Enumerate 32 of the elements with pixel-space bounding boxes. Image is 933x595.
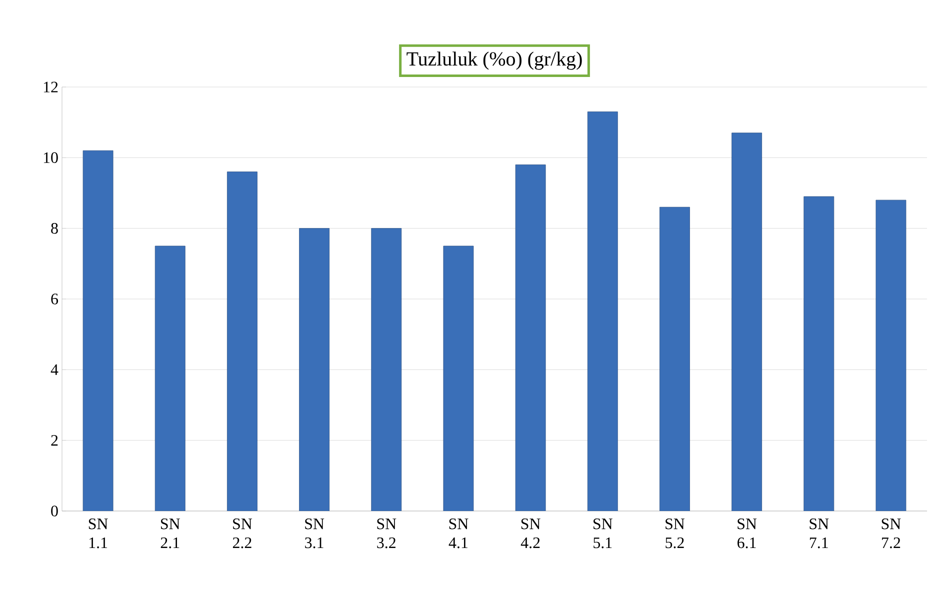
x-tick-label: SN 4.1: [448, 518, 468, 548]
x-tick-label: SN 7.2: [882, 518, 901, 548]
bar: [82, 150, 114, 511]
x-tick-label: SN 2.1: [160, 518, 180, 548]
bar: [587, 112, 618, 511]
chart-title: Tuzluluk (%o) (gr/kg): [406, 52, 582, 70]
bar: [299, 228, 330, 511]
bar: [876, 200, 906, 511]
y-tick-label: 2: [51, 435, 58, 446]
bar: [804, 196, 834, 511]
x-tick-label: SN 3.1: [305, 518, 324, 548]
x-tick-label: SN 7.1: [810, 518, 829, 548]
bar: [154, 246, 186, 511]
bar: [732, 132, 762, 511]
x-tick-label: SN 2.2: [232, 518, 252, 548]
y-tick-label: 0: [51, 506, 58, 516]
x-tick-label: SN 5.1: [594, 518, 612, 548]
x-tick-label: SN 3.2: [377, 518, 396, 548]
bar: [660, 206, 690, 511]
bar: [227, 172, 258, 511]
bar: [515, 164, 546, 511]
bar: [443, 246, 474, 511]
bar: [371, 228, 402, 511]
y-tick-label: 8: [51, 222, 58, 234]
y-tick-label: 6: [51, 294, 58, 304]
x-tick-label: SN 5.2: [666, 518, 685, 548]
x-tick-label: SN 6.1: [738, 518, 757, 548]
x-tick-label: SN 4.2: [520, 518, 540, 548]
y-tick-label: 12: [44, 82, 58, 92]
y-tick-label: 4: [50, 364, 58, 375]
y-tick-label: 10: [44, 152, 58, 164]
x-tick-label: SN 1.1: [88, 518, 108, 548]
